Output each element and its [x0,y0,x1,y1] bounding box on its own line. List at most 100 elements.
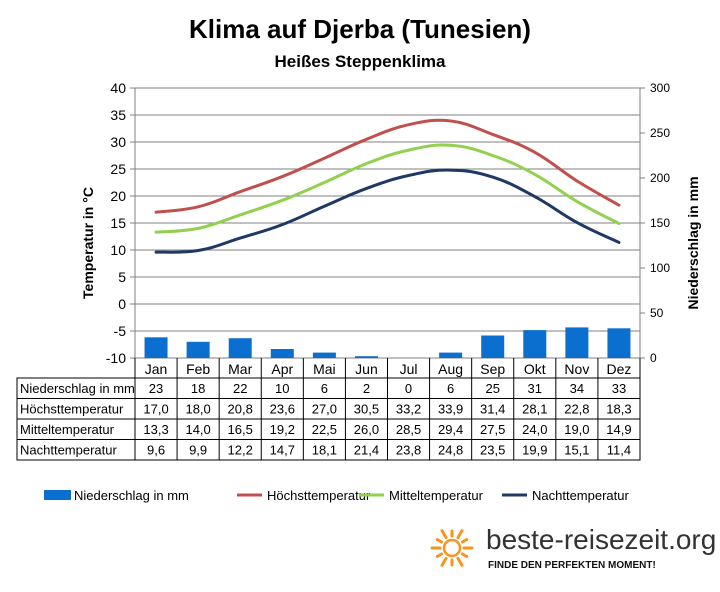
line-nachttemperatur [154,168,621,254]
x-tick-label-jan: Jan [145,361,168,377]
table-cell: 25 [485,381,499,396]
table-cell: 27,5 [480,422,505,437]
table-cell: 33 [612,381,626,396]
table-cell: 19,9 [522,443,547,458]
x-tick-label-sep: Sep [480,361,505,377]
table-cell: 22 [233,381,247,396]
y-right-tick-label: 300 [650,81,670,95]
x-tick-label-okt: Okt [524,361,546,377]
table-cell: 11,4 [607,443,631,458]
table-cell: 33,9 [438,402,463,417]
y-left-tick-label: 35 [110,107,126,123]
table-cell: 21,4 [354,443,379,458]
precip-bar-jan [144,337,168,358]
table-cell: 22,8 [564,402,589,417]
table-cell: 31 [528,381,542,396]
table-cell: 14,7 [270,443,295,458]
table-cell: 18,0 [185,402,210,417]
table-cell: 18,1 [312,443,337,458]
table-cell: 19,2 [270,422,295,437]
sun-icon [430,529,474,567]
table-cell: 26,0 [354,422,379,437]
x-tick-label-mar: Mar [228,361,252,377]
table-cell: 13,3 [143,422,168,437]
table-cell: 23,6 [270,402,295,417]
chart-subtitle: Heißes Steppenklima [274,52,446,71]
table-cell: 34 [570,381,584,396]
x-tick-label-dez: Dez [607,361,632,377]
table-cell: 10 [275,381,289,396]
y-right-axis-title: Niederschlag in mm [685,176,701,309]
table-cell: 0 [405,381,412,396]
precip-bar-nov [565,327,589,358]
y-right-tick-label: 150 [650,216,670,230]
y-right-tick-label: 250 [650,126,670,140]
table-cell: 19,0 [564,422,589,437]
brand-name: beste-reisezeit.org [486,524,717,555]
table-cell: 27,0 [312,402,337,417]
precip-bar-mai [312,352,336,358]
table-cell: 18 [191,381,205,396]
precip-bar-okt [523,330,547,358]
y-left-tick-label: 5 [118,269,126,285]
precip-bar-sep [481,335,505,358]
table-cell: 9,9 [189,443,207,458]
y-right-tick-label: 200 [650,171,670,185]
table-cell: 15,1 [564,443,589,458]
table-cell: 29,4 [438,422,463,437]
table-row-header: Niederschlag in mm [20,381,135,396]
table-cell: 16,5 [228,422,253,437]
table-cell: 23,5 [480,443,505,458]
legend-swatch-bar [44,490,71,500]
x-tick-label-jun: Jun [355,361,378,377]
table-cell: 30,5 [354,402,379,417]
y-right-tick-label: 0 [650,351,657,365]
table-cell: 23 [149,381,163,396]
table-cell: 24,0 [522,422,547,437]
precip-bar-jun [354,356,378,358]
table-cell: 28,5 [396,422,421,437]
table-cell: 12,2 [228,443,253,458]
table-cell: 14,0 [185,422,210,437]
y-left-tick-label: 0 [118,296,126,312]
y-right-tick-label: 50 [650,306,664,320]
table-row-header: Nachttemperatur [20,443,117,458]
precip-bar-aug [439,352,463,358]
legend-entry: Nachttemperatur [532,488,629,503]
brand-slogan: FINDE DEN PERFEKTEN MOMENT! [488,560,656,571]
y-left-tick-label: 10 [110,242,126,258]
precip-bar-apr [270,349,294,358]
x-tick-label-nov: Nov [564,361,589,377]
table-cell: 9,6 [147,443,165,458]
table-cell: 23,8 [396,443,421,458]
table-cell: 2 [363,381,370,396]
precip-bar-feb [186,341,210,358]
y-left-tick-label: 25 [110,161,126,177]
legend-entry: Höchsttemperatur [267,488,371,503]
y-left-axis-title: Temperatur in °C [80,187,96,299]
y-left-tick-label: -10 [106,350,126,366]
table-cell: 6 [321,381,328,396]
y-left-tick-label: 30 [110,134,126,150]
precip-bar-mar [228,338,252,358]
legend-entry: Niederschlag in mm [74,488,189,503]
y-left-tick-label: 15 [110,215,126,231]
y-right-tick-label: 100 [650,261,670,275]
table-cell: 24,8 [438,443,463,458]
y-left-tick-label: 40 [110,80,126,96]
y-left-tick-label: 20 [110,188,126,204]
x-tick-label-apr: Apr [271,361,293,377]
table-cell: 33,2 [396,402,421,417]
table-cell: 6 [447,381,454,396]
table-cell: 14,9 [606,422,631,437]
table-cell: 28,1 [522,402,547,417]
chart-title: Klima auf Djerba (Tunesien) [189,14,531,44]
y-left-tick-label: -5 [114,323,127,339]
table-row-header: Höchsttemperatur [20,402,124,417]
table-cell: 20,8 [228,402,253,417]
table-cell: 22,5 [312,422,337,437]
table-cell: 31,4 [480,402,505,417]
x-tick-label-feb: Feb [186,361,210,377]
brand-logo[interactable]: beste-reisezeit.org FINDE DEN PERFEKTEN … [430,522,720,582]
